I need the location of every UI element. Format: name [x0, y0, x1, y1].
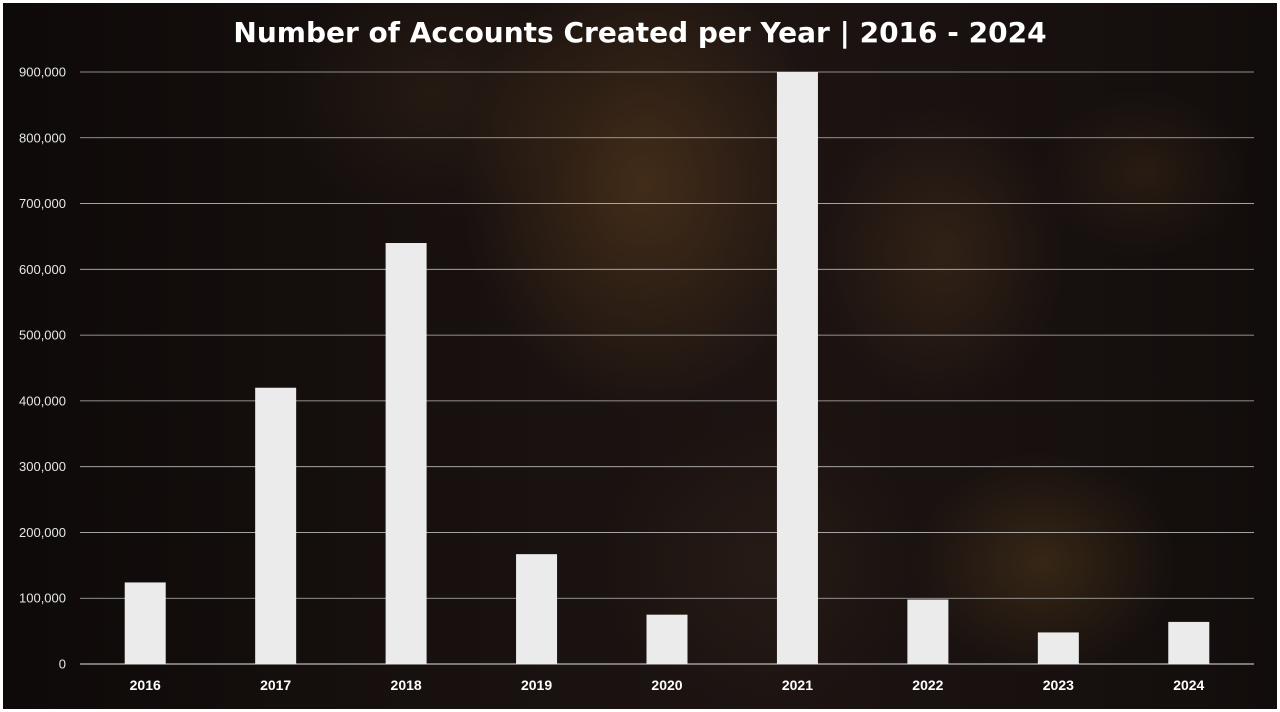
y-tick-label: 400,000	[19, 393, 66, 408]
x-tick-label: 2020	[651, 677, 682, 693]
bar-2018	[385, 243, 427, 664]
x-tick-label: 2018	[391, 677, 422, 693]
y-tick-label: 500,000	[19, 328, 66, 343]
y-tick-label: 800,000	[19, 130, 66, 145]
bar-2022	[907, 599, 949, 664]
x-tick-label: 2023	[1043, 677, 1074, 693]
bar-2023	[1037, 632, 1079, 664]
bar-2020	[646, 614, 688, 664]
x-tick-label: 2019	[521, 677, 552, 693]
bar-chart: 0 100,000 200,000 300,000 400,000 500,000 600,…	[19, 65, 1254, 693]
bar-2021	[776, 72, 818, 664]
chart-canvas: Number of Accounts Created per Year | 20…	[3, 3, 1277, 709]
x-tick-label: 2017	[260, 677, 291, 693]
y-tick-label: 300,000	[19, 459, 66, 474]
y-tick-label: 700,000	[19, 196, 66, 211]
bar-2017	[255, 387, 297, 664]
x-tick-label: 2022	[912, 677, 943, 693]
y-tick-label: 100,000	[19, 591, 66, 606]
bar-2016	[124, 582, 166, 664]
x-tick-label: 2016	[130, 677, 161, 693]
bar-2024	[1168, 621, 1210, 664]
x-tick-label: 2024	[1173, 677, 1204, 693]
x-tick-label: 2021	[782, 677, 813, 693]
y-tick-label: 200,000	[19, 525, 66, 540]
y-tick-label: 0	[59, 657, 66, 672]
y-tick-label: 900,000	[19, 65, 66, 80]
chart-title: Number of Accounts Created per Year | 20…	[233, 16, 1047, 49]
y-tick-label: 600,000	[19, 262, 66, 277]
bar-2019	[516, 554, 558, 664]
